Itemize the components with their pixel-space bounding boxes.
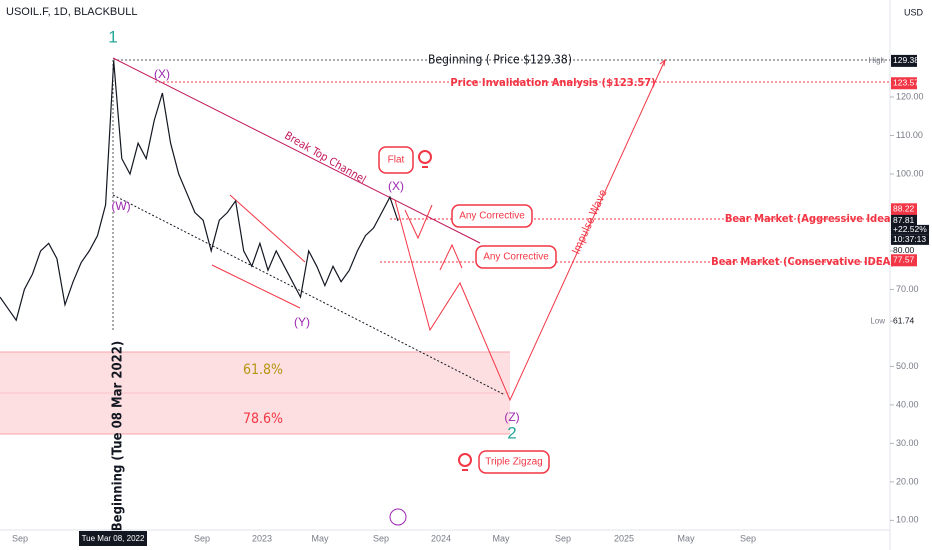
- price-label: 61.74: [893, 315, 915, 325]
- wave-label: 2: [507, 423, 516, 442]
- callout-text: Triple Zigzag: [485, 457, 542, 468]
- price-label: 129.38: [893, 55, 919, 65]
- bulb-icon: [458, 453, 472, 467]
- x-tick-label: May: [677, 533, 695, 543]
- y-tick-label: 40.00: [896, 399, 919, 409]
- x-tick-label: 2024: [431, 533, 451, 543]
- price-line: [0, 60, 399, 322]
- x-tick-label: 2025: [614, 533, 634, 543]
- price-label: 77.57: [893, 255, 915, 265]
- callout-box: [475, 245, 557, 269]
- bulb-icon: [418, 150, 432, 164]
- annotation: Bear Market (Aggressive Idea): [725, 212, 895, 225]
- wave-label: (Y): [294, 315, 310, 329]
- wave-label: (X): [154, 67, 170, 81]
- projection-path: [404, 204, 433, 240]
- projection-path: [394, 59, 666, 402]
- price-label-box: [891, 214, 917, 227]
- price-label-box: [891, 203, 917, 216]
- currency: USD: [904, 7, 924, 17]
- arrow-head: [659, 58, 666, 67]
- x-tick-label: May: [311, 533, 329, 543]
- price-label-box: [891, 77, 917, 90]
- x-tick-label: Sep: [740, 533, 756, 543]
- wave-label: (X): [388, 179, 404, 193]
- callout-text: Any Corrective: [459, 211, 525, 222]
- price-label: 88.22: [893, 204, 915, 214]
- channel: [229, 194, 306, 263]
- callout-text: Flat: [388, 155, 405, 166]
- price-label-extra: 10:37:13: [893, 234, 926, 244]
- y-tick-label: 120.00: [896, 91, 924, 101]
- y-tick-label: 110.00: [896, 130, 923, 140]
- price-label-box: [891, 224, 929, 235]
- y-tick-label: 20.00: [896, 476, 919, 486]
- wave-label: (W): [111, 199, 130, 213]
- annotation: Bear Market (Conservative IDEA): [711, 255, 895, 268]
- price-label: 87.81: [893, 215, 915, 225]
- x-tick-label: Sep: [194, 533, 210, 543]
- x-tick-label: Sep: [12, 533, 28, 543]
- wave-label: 1: [108, 27, 117, 46]
- x-tick-label: Sep: [373, 533, 389, 543]
- chart-title: USOIL.F, 1D, BLACKBULL: [6, 6, 137, 18]
- wave-label: (Z): [504, 410, 519, 424]
- fib-label: 78.6%: [243, 411, 283, 427]
- x-tick-label: Sep: [555, 533, 571, 543]
- price-label-extra: +22.52%: [893, 224, 927, 234]
- channel-bottom: [112, 194, 506, 396]
- projection-path: [439, 243, 463, 271]
- y-tick-label: 30.00: [896, 438, 919, 448]
- callout-box: [478, 450, 550, 474]
- price-label: 123.57: [893, 78, 919, 88]
- x-tick-label: May: [492, 533, 510, 543]
- price-label-tag: High: [869, 56, 885, 65]
- y-tick-label: 10.00: [896, 515, 919, 525]
- y-tick-label: 100.00: [896, 168, 924, 178]
- x-tick-label: 2023: [252, 533, 272, 543]
- price-label-tag: Low: [870, 316, 885, 325]
- crosshair-date-box: [79, 531, 147, 546]
- price-label-box: [891, 234, 929, 245]
- y-tick-label: 70.00: [896, 284, 919, 294]
- fib-label: 61.8%: [243, 362, 283, 378]
- channel-top: [112, 57, 481, 244]
- annotation: Beginning ( Price $129.38): [428, 53, 572, 67]
- annotation: Price Invalidation Analysis ($123.57): [450, 76, 655, 89]
- y-tick-label: 50.00: [896, 361, 919, 371]
- callout-text: Any Corrective: [483, 252, 549, 263]
- channel: [211, 264, 301, 309]
- price-label: 80.00: [893, 245, 915, 255]
- annotation: Beginning (Tue 08 Mar 2022): [111, 341, 126, 532]
- callout-box: [378, 146, 414, 174]
- callout-box: [451, 204, 533, 228]
- event-icon: [389, 508, 407, 526]
- price-label-box: [891, 54, 917, 67]
- price-label-box: [891, 254, 917, 267]
- x-tick-label: Tue Mar 08, 2022: [82, 534, 145, 543]
